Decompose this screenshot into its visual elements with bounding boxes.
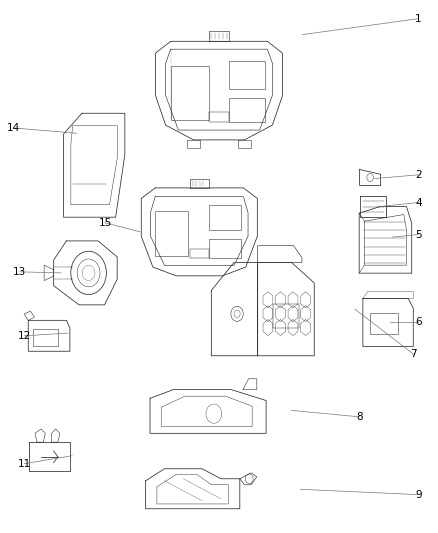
Text: 15: 15 [99,218,112,228]
Text: 12: 12 [18,331,31,341]
Bar [208,206,241,230]
Text: 2: 2 [415,170,422,180]
Text: 1: 1 [415,14,422,23]
Text: 6: 6 [415,318,422,327]
Bar [208,239,241,259]
Text: 7: 7 [410,350,417,359]
Text: 5: 5 [415,230,422,239]
Bar [273,304,299,328]
Bar [190,249,208,259]
Text: 13: 13 [13,267,26,277]
Text: 11: 11 [18,459,31,469]
Bar [229,98,265,122]
Text: 8: 8 [356,412,363,422]
Text: 9: 9 [415,490,422,499]
Text: 4: 4 [415,198,422,207]
Bar [33,329,58,346]
Text: 14: 14 [7,123,20,133]
Bar [155,211,187,256]
Bar [229,61,265,88]
Bar [371,313,398,335]
Bar [171,66,209,120]
Bar [209,112,229,122]
